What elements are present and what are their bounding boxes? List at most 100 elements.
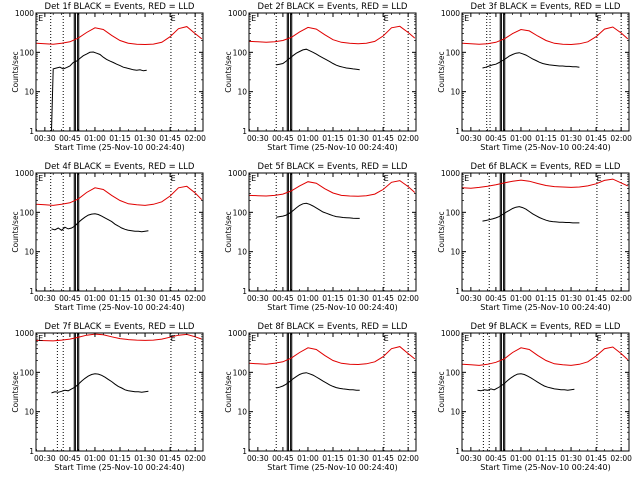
panel-title: Det 8f BLACK = Events, RED = LLD [258,322,408,332]
y-tick-label: 1 [29,447,34,456]
y-tick-label: 1000 [15,169,34,178]
marker-label: E [38,14,43,23]
series-line-lld [36,185,203,206]
y-tick-label: 1000 [228,9,247,18]
y-tick-label: 1 [29,127,34,136]
x-tick-label: 00:45 [485,454,507,463]
x-tick-label: 02:00 [184,134,206,143]
y-tick-label: 1 [242,447,247,456]
y-axis-label: Counts/sec [437,211,446,252]
x-tick-label: 01:45 [372,134,394,143]
plot-frame [248,172,417,292]
series-line-events [51,51,147,132]
x-tick-label: 00:45 [485,294,507,303]
y-tick-label: 1 [242,287,247,296]
series-line-events [482,52,580,69]
panel-title: Det 4f BLACK = Events, RED = LLD [45,162,195,172]
y-tick-label: 100 [446,208,461,217]
y-tick-label: 100 [20,208,35,217]
marker-label: E [464,174,469,183]
x-axis-label: Start Time (25-Nov-10 00:24:40) [267,303,397,312]
y-tick-label: 1000 [441,9,460,18]
x-tick-label: 01:15 [322,294,344,303]
x-tick-label: 01:15 [109,134,131,143]
y-tick-label: 100 [20,48,35,57]
x-tick-label: 01:30 [347,454,369,463]
series-line-events [276,202,360,219]
x-axis-label: Start Time (25-Nov-10 00:24:40) [267,463,397,472]
x-tick-label: 02:00 [610,454,632,463]
series-line-lld [36,333,202,342]
y-tick-label: 10 [24,408,34,417]
marker-label: E [251,334,256,343]
x-tick-label: 00:30 [34,454,56,463]
x-tick-label: 01:15 [535,454,557,463]
x-axis-label: Start Time (25-Nov-10 00:24:40) [267,143,397,152]
series-line-lld [249,180,416,197]
series-line-lld [249,346,416,366]
x-tick-label: 00:30 [247,454,269,463]
y-tick-label: 100 [233,368,248,377]
series-line-lld [462,346,629,366]
plot-frame [461,172,630,292]
x-axis-label: Start Time (25-Nov-10 00:24:40) [54,303,184,312]
y-tick-label: 1 [455,127,460,136]
y-tick-label: 100 [446,48,461,57]
x-tick-label: 02:00 [610,294,632,303]
y-tick-label: 1000 [441,329,460,338]
y-axis-label: Counts/sec [437,51,446,92]
marker-label: E [464,334,469,343]
marker-label: E [597,334,602,343]
x-tick-label: 00:30 [34,134,56,143]
y-tick-label: 1 [455,447,460,456]
plot-frame [461,332,630,452]
series-line-events [477,373,575,392]
plot-frame [35,172,204,292]
marker-label: E [38,334,43,343]
x-tick-label: 00:45 [272,134,294,143]
x-tick-label: 01:00 [510,454,532,463]
x-tick-label: 01:15 [109,294,131,303]
panel-title: Det 9f BLACK = Events, RED = LLD [471,322,621,332]
x-tick-label: 00:45 [272,294,294,303]
y-axis-label: Counts/sec [224,211,233,252]
series-line-lld [249,25,416,45]
series-line-events [276,48,360,71]
x-tick-label: 01:45 [585,134,607,143]
x-tick-label: 02:00 [397,294,419,303]
marker-label: E [384,334,389,343]
panel-title: Det 1f BLACK = Events, RED = LLD [45,2,195,12]
series-line-events [51,373,149,394]
x-tick-label: 00:45 [485,134,507,143]
x-tick-label: 00:45 [59,454,81,463]
marker-label: E [597,174,602,183]
x-tick-label: 01:45 [372,454,394,463]
x-tick-label: 00:30 [460,294,482,303]
marker-label: E [464,14,469,23]
y-axis-label: Counts/sec [11,371,20,412]
series-line-events [51,213,149,233]
x-tick-label: 02:00 [397,134,419,143]
plot-frame [35,332,204,452]
plot-frame [248,332,417,452]
x-tick-label: 01:30 [560,454,582,463]
x-tick-label: 01:45 [585,294,607,303]
x-axis-label: Start Time (25-Nov-10 00:24:40) [54,143,184,152]
x-tick-label: 01:00 [297,294,319,303]
plot-frame [248,12,417,132]
marker-label: E [171,174,176,183]
x-tick-label: 01:00 [510,294,532,303]
y-tick-label: 10 [24,248,34,257]
panel-title: Det 6f BLACK = Events, RED = LLD [471,162,621,172]
x-tick-label: 01:00 [297,134,319,143]
x-tick-label: 01:15 [535,134,557,143]
y-tick-label: 1 [29,287,34,296]
y-tick-label: 1 [455,287,460,296]
x-tick-label: 01:30 [134,134,156,143]
x-tick-label: 01:00 [84,454,106,463]
